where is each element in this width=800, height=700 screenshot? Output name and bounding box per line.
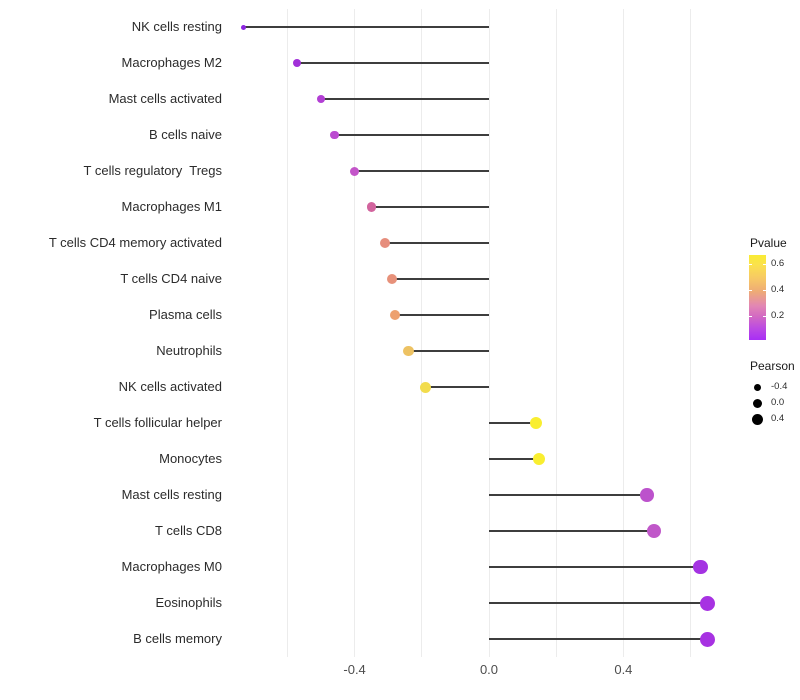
lollipop-dot xyxy=(693,559,708,575)
colorbar-tick-mark xyxy=(763,315,766,317)
lollipop-dot xyxy=(699,631,715,647)
x-axis-tick-label: 0.0 xyxy=(479,662,499,677)
lollipop-stem xyxy=(334,134,489,136)
pearson-size-label: -0.4 xyxy=(771,381,788,392)
y-axis-label: T cells CD8 xyxy=(155,523,222,538)
lollipop-dot xyxy=(646,524,661,538)
lollipop-stem xyxy=(489,422,537,424)
gridline-x xyxy=(488,9,490,657)
lollipop-stem xyxy=(371,206,489,208)
lollipop-stem xyxy=(408,350,489,352)
y-axis-label: T cells follicular helper xyxy=(93,415,222,430)
x-axis-tick-label: 0.4 xyxy=(614,662,633,677)
lollipop-stem xyxy=(489,458,540,460)
lollipop-dot xyxy=(350,166,360,176)
lollipop-stem xyxy=(391,278,489,280)
pvalue-legend-title: Pvalue xyxy=(750,236,787,250)
lollipop-dot xyxy=(533,453,546,465)
lollipop-dot xyxy=(379,238,390,248)
lollipop-stem xyxy=(425,386,489,388)
colorbar-tick-label: 0.2 xyxy=(771,310,785,322)
pearson-size-dot xyxy=(753,383,761,391)
plot-panel xyxy=(237,9,737,657)
y-axis-label: Mast cells resting xyxy=(121,487,222,502)
colorbar-tick-mark xyxy=(749,289,752,291)
lollipop-dot xyxy=(640,488,654,502)
y-axis-label: Macrophages M1 xyxy=(121,199,222,214)
y-axis-label: Macrophages M2 xyxy=(121,55,222,70)
colorbar-tick-mark xyxy=(749,263,752,265)
y-axis-label: Macrophages M0 xyxy=(121,559,222,574)
gridline-x xyxy=(354,9,356,657)
lollipop-dot xyxy=(419,381,431,393)
lollipop-stem xyxy=(489,602,708,604)
y-axis-label: Neutrophils xyxy=(156,343,222,358)
y-axis-label: B cells memory xyxy=(133,631,222,646)
pearson-size-label: 0.4 xyxy=(771,413,785,424)
lollipop-stem xyxy=(489,566,701,568)
x-axis-tick-label: -0.4 xyxy=(343,662,366,677)
pearson-size-label: 0.0 xyxy=(771,397,785,408)
gridline-x xyxy=(555,9,557,657)
lollipop-stem xyxy=(297,62,489,64)
y-axis-label: Eosinophils xyxy=(155,595,223,610)
y-axis-label: Mast cells activated xyxy=(108,91,222,106)
lollipop-dot xyxy=(530,417,543,429)
lollipop-stem xyxy=(354,170,489,172)
lollipop-stem xyxy=(321,98,489,100)
lollipop-dot xyxy=(699,595,715,611)
gridline-x xyxy=(286,9,288,657)
lollipop-stem xyxy=(489,638,708,640)
lollipop-dot xyxy=(317,95,325,103)
colorbar-tick-mark xyxy=(763,263,766,265)
colorbar-tick-mark xyxy=(749,315,752,317)
lollipop-dot xyxy=(330,130,339,140)
lollipop-dot xyxy=(403,345,414,357)
gridline-x xyxy=(421,9,423,657)
y-axis-label: NK cells activated xyxy=(118,379,222,394)
y-axis-label: Monocytes xyxy=(159,451,222,466)
y-axis-label: NK cells resting xyxy=(131,19,222,34)
gridline-x xyxy=(622,9,624,657)
pearson-size-dot xyxy=(751,413,763,425)
lollipop-stem xyxy=(394,314,489,316)
y-axis-label: T cells regulatory Tregs xyxy=(83,163,222,178)
pearson-legend-title: Pearson xyxy=(750,359,795,373)
y-axis-label: Plasma cells xyxy=(149,307,222,322)
lollipop-stem xyxy=(243,26,489,28)
colorbar-tick-mark xyxy=(763,289,766,291)
colorbar-tick-label: 0.4 xyxy=(771,284,785,296)
lollipop-dot xyxy=(389,309,401,321)
lollipop-dot xyxy=(366,202,377,212)
lollipop-stem xyxy=(489,494,647,496)
y-axis-label: T cells CD4 naive xyxy=(120,271,222,286)
lollipop-dot xyxy=(241,24,247,30)
lollipop-stem xyxy=(384,242,489,244)
lollipop-dot xyxy=(386,274,397,284)
pearson-size-dot xyxy=(752,398,762,408)
colorbar-tick-label: 0.6 xyxy=(771,258,785,270)
lollipop-dot xyxy=(293,59,302,67)
y-axis-label: B cells naive xyxy=(149,127,222,142)
gridline-x xyxy=(690,9,692,657)
lollipop-stem xyxy=(489,530,654,532)
y-axis-label: T cells CD4 memory activated xyxy=(48,235,222,250)
pvalue-colorbar xyxy=(749,255,766,340)
